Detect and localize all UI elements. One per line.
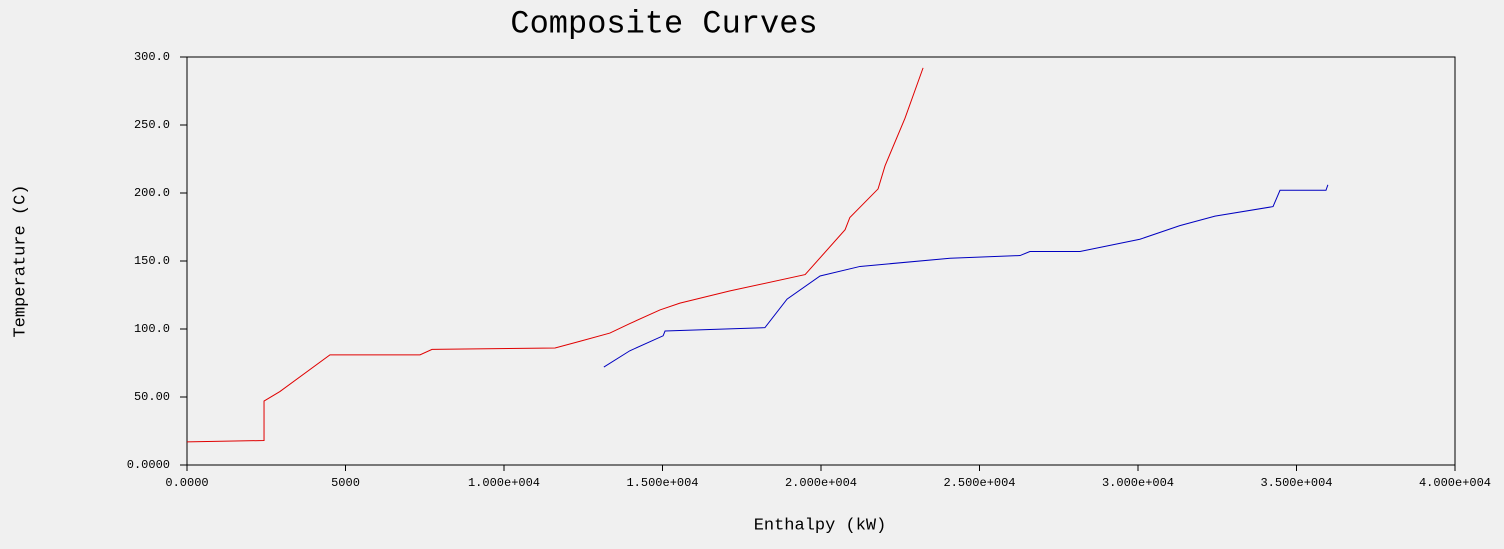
curve [186,67,924,443]
curve [603,184,1329,368]
x-axis-title: Enthalpy (kW) [754,516,887,535]
y-axis-title: Temperature (C) [11,184,30,337]
chart-title: Composite Curves [510,5,817,42]
x-tick-label: 1.000e+004 [468,476,540,490]
x-tick-label: 2.000e+004 [785,476,857,490]
x-tick-label: 2.500e+004 [943,476,1015,490]
x-tick-label: 3.500e+004 [1260,476,1332,490]
y-tick-label: 50.00 [134,390,170,404]
y-tick-label: 200.0 [134,186,170,200]
x-tick-label: 3.000e+004 [1102,476,1174,490]
y-tick-label: 100.0 [134,322,170,336]
x-tick-label: 5000 [331,476,360,490]
y-tick-label: 250.0 [134,118,170,132]
x-tick-label: 0.0000 [165,476,208,490]
y-tick-label: 300.0 [134,50,170,64]
plot-frame [186,56,1456,466]
x-tick-label: 1.500e+004 [626,476,698,490]
x-tick-label: 4.000e+004 [1419,476,1491,490]
y-tick-label: 0.0000 [127,458,170,472]
y-tick-label: 150.0 [134,254,170,268]
